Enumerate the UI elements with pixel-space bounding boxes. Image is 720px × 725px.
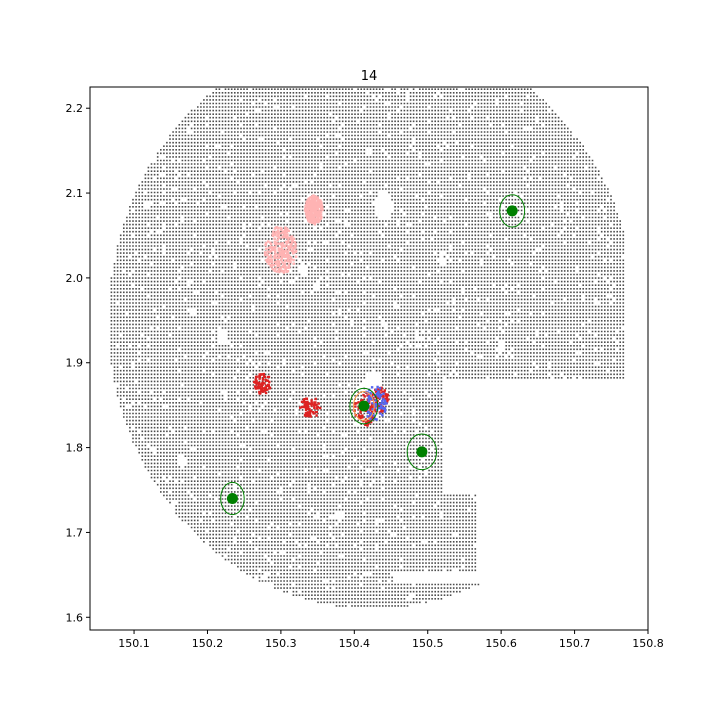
green-ring	[406, 433, 438, 471]
x-tick-label: 150.4	[339, 637, 371, 650]
y-tick-label: 1.7	[66, 526, 84, 539]
x-tick-label: 150.5	[412, 637, 444, 650]
overlay-layer	[220, 194, 526, 516]
y-tick-label: 2.1	[66, 187, 84, 200]
y-tick-label: 1.9	[66, 357, 84, 370]
blue-cluster	[362, 385, 388, 421]
red-cluster	[253, 372, 272, 395]
chart-title: 14	[361, 69, 378, 84]
green-ring	[220, 481, 245, 516]
red-cluster	[299, 397, 322, 418]
x-axis: 150.1 150.2 150.3 150.4 150.5 150.6 150.7 150.8	[118, 630, 664, 650]
y-tick-label: 1.8	[66, 442, 84, 455]
x-tick-label: 150.3	[265, 637, 297, 650]
green-marker	[226, 492, 238, 504]
points-layer	[110, 88, 625, 607]
y-axis: 1.6 1.7 1.8 1.9 2.0 2.1 2.2	[66, 102, 90, 624]
y-tick-label: 2.2	[66, 102, 84, 115]
x-tick-label: 150.7	[559, 637, 591, 650]
pink-cluster	[263, 226, 298, 274]
y-tick-label: 2.0	[66, 272, 84, 285]
x-tick-label: 150.8	[632, 637, 664, 650]
orange-ring	[353, 391, 375, 421]
green-ring	[349, 387, 379, 425]
green-marker	[416, 446, 428, 458]
x-tick-label: 150.6	[485, 637, 517, 650]
y-tick-label: 1.6	[66, 611, 84, 624]
green-ring	[499, 194, 526, 228]
field-grid-points	[110, 88, 625, 607]
plot-frame	[89, 86, 649, 631]
green-marker	[358, 400, 370, 412]
pink-cluster	[304, 194, 324, 226]
x-tick-label: 150.1	[118, 637, 150, 650]
green-marker	[506, 205, 518, 217]
x-tick-label: 150.2	[192, 637, 224, 650]
